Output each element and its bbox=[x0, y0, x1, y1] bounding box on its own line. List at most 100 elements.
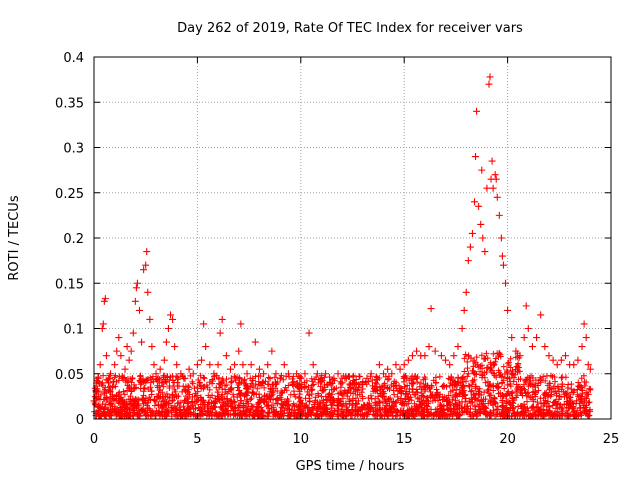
noise-marker bbox=[309, 378, 316, 385]
data-point bbox=[167, 311, 175, 319]
noise-marker bbox=[185, 386, 192, 393]
noise-marker bbox=[549, 373, 556, 380]
noise-marker bbox=[173, 412, 180, 419]
noise-marker bbox=[500, 363, 507, 370]
noise-marker bbox=[396, 383, 403, 390]
noise-marker bbox=[406, 388, 413, 395]
noise-marker bbox=[532, 411, 539, 418]
noise-marker bbox=[461, 403, 468, 410]
noise-marker bbox=[381, 393, 388, 400]
noise-marker bbox=[343, 413, 350, 420]
noise-marker bbox=[244, 383, 251, 390]
noise-marker bbox=[398, 401, 405, 408]
noise-marker bbox=[521, 412, 528, 419]
noise-marker bbox=[559, 404, 566, 411]
noise-marker bbox=[570, 403, 577, 410]
noise-marker bbox=[110, 378, 117, 385]
data-point bbox=[181, 374, 189, 382]
noise-marker bbox=[517, 375, 524, 382]
data-point bbox=[121, 365, 129, 373]
noise-marker bbox=[298, 400, 305, 407]
noise-marker bbox=[215, 375, 222, 382]
noise-marker bbox=[317, 383, 324, 390]
noise-marker bbox=[160, 403, 167, 410]
noise-marker bbox=[459, 382, 466, 389]
noise-marker bbox=[469, 377, 476, 384]
noise-marker bbox=[567, 394, 574, 401]
noise-marker bbox=[101, 388, 108, 395]
noise-marker bbox=[137, 372, 144, 379]
noise-marker bbox=[331, 399, 338, 406]
noise-marker bbox=[461, 355, 468, 362]
data-point bbox=[488, 157, 496, 165]
noise-marker bbox=[478, 362, 485, 369]
data-point bbox=[214, 361, 222, 369]
noise-marker bbox=[172, 407, 179, 414]
data-point bbox=[169, 315, 177, 323]
noise-marker bbox=[102, 401, 109, 408]
data-point bbox=[162, 338, 170, 346]
noise-marker bbox=[302, 395, 309, 402]
noise-marker bbox=[97, 391, 104, 398]
noise-marker bbox=[107, 388, 114, 395]
data-point bbox=[578, 343, 586, 351]
noise-marker bbox=[554, 408, 561, 415]
noise-marker bbox=[278, 372, 285, 379]
noise-marker bbox=[476, 385, 483, 392]
noise-marker bbox=[308, 387, 315, 394]
noise-marker bbox=[240, 400, 247, 407]
noise-marker bbox=[264, 381, 271, 388]
noise-marker bbox=[574, 391, 581, 398]
noise-marker bbox=[231, 398, 238, 405]
noise-marker bbox=[575, 383, 582, 390]
noise-marker bbox=[586, 385, 593, 392]
y-tick-label: 0.25 bbox=[55, 187, 84, 202]
data-point bbox=[251, 338, 259, 346]
noise-marker bbox=[160, 393, 167, 400]
noise-marker bbox=[267, 396, 274, 403]
noise-marker bbox=[288, 406, 295, 413]
data-point bbox=[549, 356, 557, 364]
data-point bbox=[132, 284, 140, 292]
noise-marker bbox=[234, 384, 241, 391]
noise-marker bbox=[515, 360, 522, 367]
data-point bbox=[193, 361, 201, 369]
noise-marker bbox=[220, 407, 227, 414]
noise-marker bbox=[216, 384, 223, 391]
noise-marker bbox=[413, 388, 420, 395]
noise-marker bbox=[155, 390, 162, 397]
noise-marker bbox=[224, 411, 231, 418]
noise-marker bbox=[221, 396, 228, 403]
noise-marker bbox=[312, 412, 319, 419]
y-tick-label: 0.05 bbox=[55, 368, 84, 383]
noise-marker bbox=[440, 384, 447, 391]
noise-marker bbox=[509, 367, 516, 374]
noise-marker bbox=[493, 406, 500, 413]
noise-marker bbox=[384, 400, 391, 407]
noise-marker bbox=[136, 410, 143, 417]
noise-marker bbox=[112, 372, 119, 379]
noise-marker bbox=[300, 405, 307, 412]
noise-marker bbox=[230, 393, 237, 400]
noise-marker bbox=[447, 388, 454, 395]
noise-marker bbox=[450, 377, 457, 384]
noise-marker bbox=[346, 409, 353, 416]
noise-marker bbox=[206, 386, 213, 393]
noise-marker bbox=[192, 400, 199, 407]
noise-marker bbox=[212, 410, 219, 417]
noise-marker bbox=[250, 413, 257, 420]
noise-marker bbox=[166, 383, 173, 390]
data-point bbox=[226, 365, 234, 373]
noise-marker bbox=[293, 402, 300, 409]
noise-marker bbox=[482, 396, 489, 403]
noise-marker bbox=[568, 381, 575, 388]
noise-marker bbox=[548, 391, 555, 398]
noise-marker bbox=[564, 384, 571, 391]
noise-marker bbox=[201, 375, 208, 382]
data-point bbox=[497, 234, 505, 242]
noise-marker bbox=[491, 398, 498, 405]
data-point bbox=[392, 361, 400, 369]
noise-marker bbox=[447, 411, 454, 418]
noise-marker bbox=[297, 411, 304, 418]
noise-marker bbox=[574, 386, 581, 393]
